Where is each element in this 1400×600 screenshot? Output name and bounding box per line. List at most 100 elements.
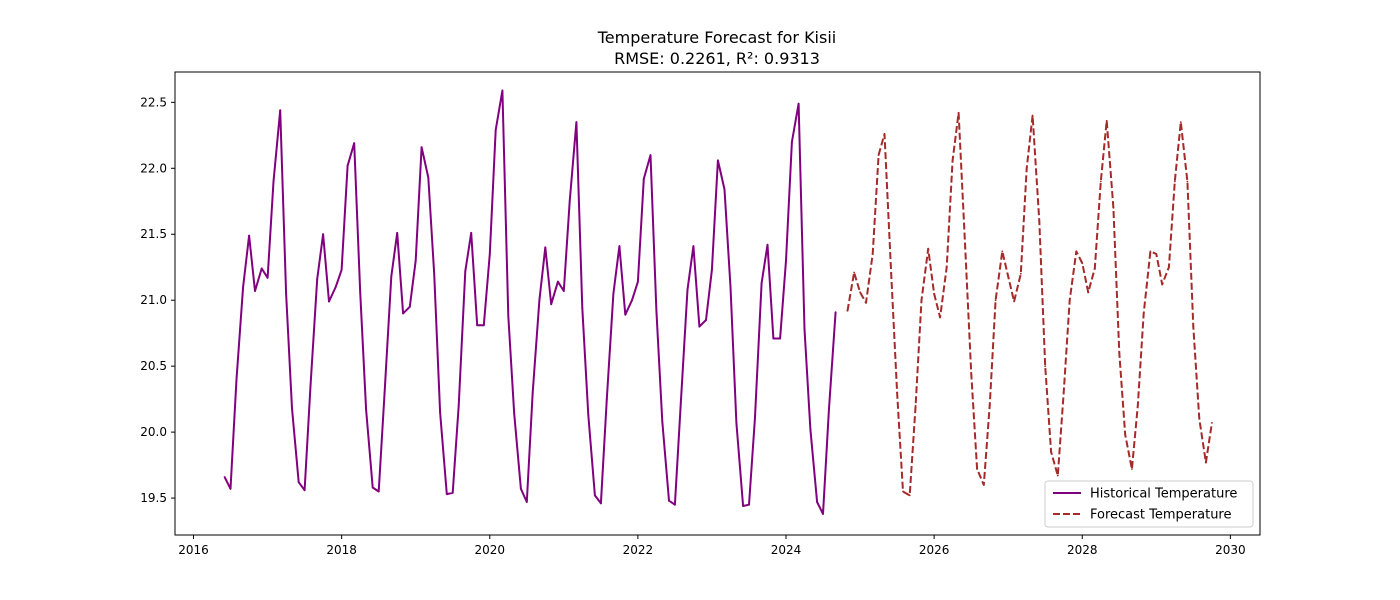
data-point-historical xyxy=(229,487,232,490)
data-point-historical xyxy=(507,315,510,317)
data-point-historical xyxy=(785,259,787,262)
data-point-historical xyxy=(717,159,719,162)
data-point-historical xyxy=(698,325,701,328)
data-point-forecast xyxy=(970,371,973,374)
data-point-forecast xyxy=(1068,299,1071,302)
data-point-historical xyxy=(618,245,621,248)
data-point-forecast xyxy=(957,112,960,114)
data-point-historical xyxy=(303,489,306,492)
data-point-historical xyxy=(414,259,417,262)
data-point-historical xyxy=(445,493,448,495)
data-point-forecast xyxy=(1173,180,1176,183)
data-point-historical xyxy=(550,303,553,306)
y-tick-label: 21.5 xyxy=(140,227,167,241)
x-tick-label: 2026 xyxy=(919,543,950,557)
data-point-forecast xyxy=(964,246,967,249)
data-point-historical xyxy=(797,102,800,105)
x-tick-label: 2030 xyxy=(1215,543,1246,557)
data-point-forecast xyxy=(1149,250,1152,253)
data-point-historical xyxy=(686,288,689,291)
data-point-historical xyxy=(642,177,645,180)
data-point-historical xyxy=(742,505,744,507)
data-point-historical xyxy=(679,402,682,404)
data-point-forecast xyxy=(883,133,886,135)
data-point-historical xyxy=(575,121,578,123)
data-point-historical xyxy=(513,412,516,415)
data-point-historical xyxy=(297,481,300,484)
data-point-forecast xyxy=(1031,114,1034,117)
data-point-historical xyxy=(557,280,559,283)
data-point-forecast xyxy=(1192,325,1195,328)
data-point-forecast xyxy=(846,309,849,312)
data-point-historical xyxy=(433,272,436,275)
data-point-historical xyxy=(760,282,763,284)
data-point-historical xyxy=(371,486,374,489)
data-point-historical xyxy=(587,414,590,416)
data-point-historical xyxy=(828,407,830,410)
data-point-historical xyxy=(494,129,497,131)
data-point-historical xyxy=(649,154,652,157)
data-point-historical xyxy=(359,291,362,294)
legend-box xyxy=(1044,480,1254,528)
data-point-forecast xyxy=(994,299,997,302)
data-point-historical xyxy=(266,276,269,279)
data-point-historical xyxy=(279,109,282,112)
data-point-historical xyxy=(568,200,571,203)
data-point-historical xyxy=(402,312,404,315)
data-point-forecast xyxy=(1198,418,1201,420)
data-point-forecast xyxy=(1025,167,1028,170)
data-point-forecast xyxy=(1044,365,1047,368)
data-point-forecast xyxy=(1093,267,1096,270)
data-point-historical xyxy=(501,89,504,92)
x-tick-label: 2020 xyxy=(474,543,505,557)
data-point-forecast xyxy=(1001,250,1004,253)
data-point-historical xyxy=(242,286,245,288)
data-point-historical xyxy=(594,494,596,497)
data-point-forecast xyxy=(945,266,948,269)
data-point-historical xyxy=(531,391,534,394)
data-point-forecast xyxy=(1124,433,1127,436)
data-point-forecast xyxy=(1118,352,1121,354)
x-tick-label: 2016 xyxy=(178,543,209,557)
data-point-forecast xyxy=(1007,275,1010,278)
data-point-forecast xyxy=(982,484,985,486)
data-point-historical xyxy=(605,398,608,400)
data-point-forecast xyxy=(859,291,861,294)
data-point-forecast xyxy=(1056,474,1059,477)
y-tick-label: 20.0 xyxy=(140,425,167,439)
y-tick-label: 19.5 xyxy=(140,491,167,505)
data-point-forecast xyxy=(1168,266,1170,269)
data-point-historical xyxy=(520,487,522,490)
data-point-forecast xyxy=(865,301,867,304)
data-point-forecast xyxy=(988,404,991,407)
data-point-historical xyxy=(451,491,454,494)
data-point-historical xyxy=(668,499,670,502)
data-point-historical xyxy=(692,245,695,248)
data-point-forecast xyxy=(902,490,904,493)
data-point-forecast xyxy=(914,404,917,407)
data-point-historical xyxy=(525,501,528,503)
data-point-forecast xyxy=(908,494,911,497)
data-point-historical xyxy=(346,164,349,167)
data-point-forecast xyxy=(933,292,935,295)
data-point-historical xyxy=(353,142,356,145)
data-point-historical xyxy=(285,292,287,295)
data-point-historical xyxy=(705,319,707,321)
data-point-forecast xyxy=(896,391,898,394)
data-point-historical xyxy=(408,305,411,308)
data-point-historical xyxy=(464,270,467,273)
data-point-historical xyxy=(674,503,676,506)
x-tick-label: 2024 xyxy=(771,543,802,557)
data-point-forecast xyxy=(1050,451,1052,453)
data-point-historical xyxy=(427,176,430,179)
data-point-historical xyxy=(631,299,633,302)
x-tick-label: 2018 xyxy=(326,543,357,557)
data-point-historical xyxy=(729,286,732,288)
data-point-historical xyxy=(581,307,584,309)
data-point-historical xyxy=(562,290,565,292)
data-point-historical xyxy=(711,269,713,271)
data-point-historical xyxy=(822,513,824,515)
data-point-historical xyxy=(322,233,324,236)
data-point-forecast xyxy=(1161,283,1164,286)
data-point-historical xyxy=(735,422,738,424)
